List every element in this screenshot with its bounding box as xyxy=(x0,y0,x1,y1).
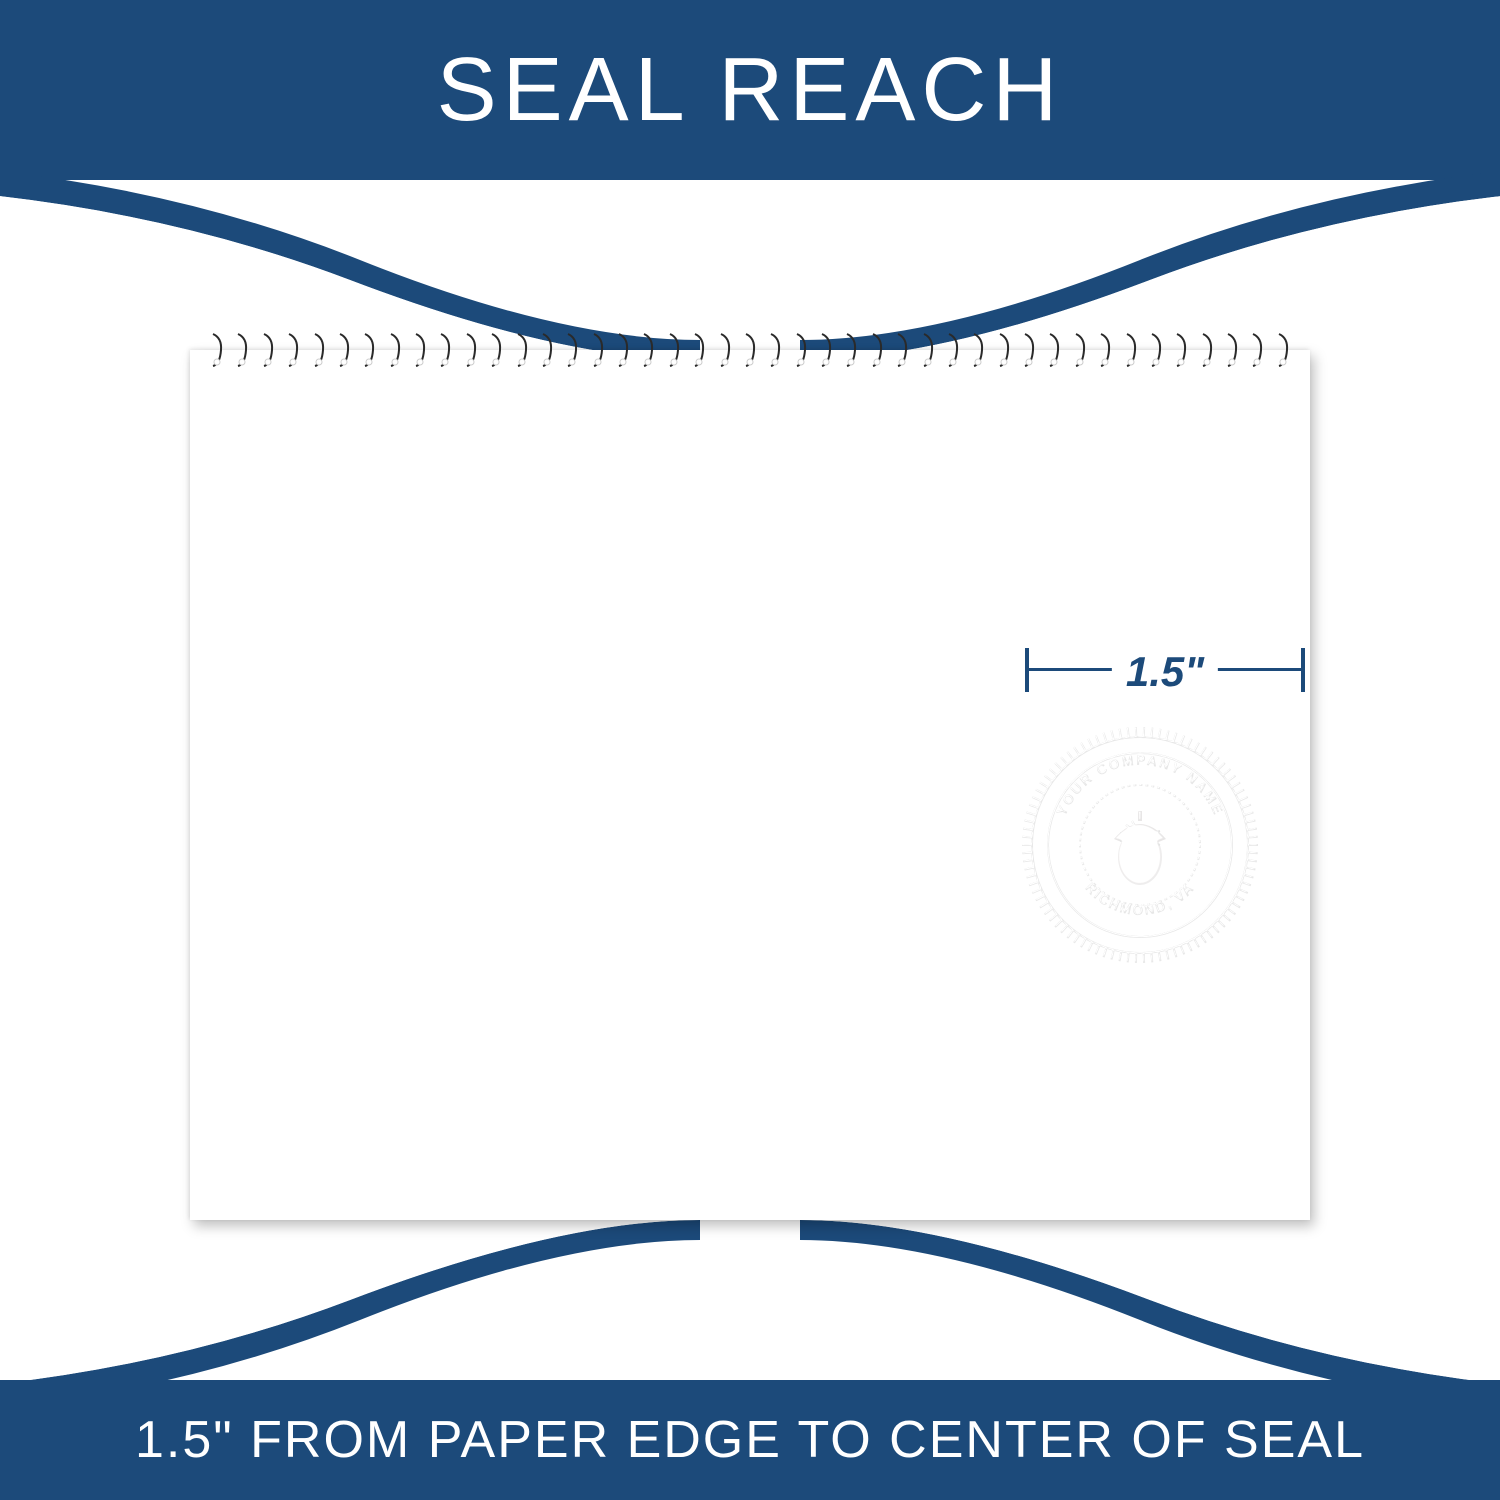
spiral-coil xyxy=(794,332,808,368)
spiral-binding xyxy=(210,332,1290,368)
spiral-coil xyxy=(362,332,376,368)
header-bar: SEAL REACH xyxy=(0,0,1500,180)
spiral-coil xyxy=(743,332,757,368)
spiral-coil xyxy=(616,332,630,368)
spiral-coil xyxy=(921,332,935,368)
spiral-coil xyxy=(870,332,884,368)
spiral-coil xyxy=(718,332,732,368)
spiral-coil xyxy=(515,332,529,368)
spiral-coil xyxy=(464,332,478,368)
measure-label: 1.5" xyxy=(1112,648,1218,696)
embossed-seal: YOUR COMPANY NAME RICHMOND, VA xyxy=(1015,720,1265,970)
spiral-coil xyxy=(438,332,452,368)
spiral-coil xyxy=(591,332,605,368)
spiral-coil xyxy=(1022,332,1036,368)
footer-bar: 1.5" FROM PAPER EDGE TO CENTER OF SEAL xyxy=(0,1380,1500,1500)
spiral-coil xyxy=(413,332,427,368)
spiral-coil xyxy=(1174,332,1188,368)
spiral-coil xyxy=(1225,332,1239,368)
spiral-coil xyxy=(235,332,249,368)
measure-cap-right xyxy=(1301,648,1305,692)
spiral-coil xyxy=(946,332,960,368)
spiral-coil xyxy=(1098,332,1112,368)
spiral-coil xyxy=(895,332,909,368)
spiral-coil xyxy=(489,332,503,368)
spiral-coil xyxy=(388,332,402,368)
page-title: SEAL REACH xyxy=(437,39,1064,142)
seal-text-bottom: RICHMOND, VA xyxy=(1082,879,1197,918)
spiral-coil xyxy=(312,332,326,368)
footer-text: 1.5" FROM PAPER EDGE TO CENTER OF SEAL xyxy=(135,1410,1365,1470)
spiral-coil xyxy=(667,332,681,368)
spiral-coil xyxy=(844,332,858,368)
spiral-coil xyxy=(261,332,275,368)
spiral-coil xyxy=(1124,332,1138,368)
spiral-coil xyxy=(1200,332,1214,368)
spiral-coil xyxy=(768,332,782,368)
spiral-coil xyxy=(997,332,1011,368)
spiral-coil xyxy=(210,332,224,368)
spiral-coil xyxy=(641,332,655,368)
spiral-coil xyxy=(565,332,579,368)
spiral-coil xyxy=(819,332,833,368)
spiral-coil xyxy=(1276,332,1290,368)
spiral-coil xyxy=(337,332,351,368)
spiral-coil xyxy=(692,332,706,368)
spiral-coil xyxy=(1073,332,1087,368)
measurement-indicator: 1.5" xyxy=(1025,640,1305,700)
svg-text:RICHMOND, VA: RICHMOND, VA xyxy=(1082,879,1197,918)
spiral-coil xyxy=(1047,332,1061,368)
spiral-coil xyxy=(1149,332,1163,368)
spiral-coil xyxy=(971,332,985,368)
spiral-coil xyxy=(1250,332,1264,368)
spiral-coil xyxy=(540,332,554,368)
spiral-coil xyxy=(286,332,300,368)
